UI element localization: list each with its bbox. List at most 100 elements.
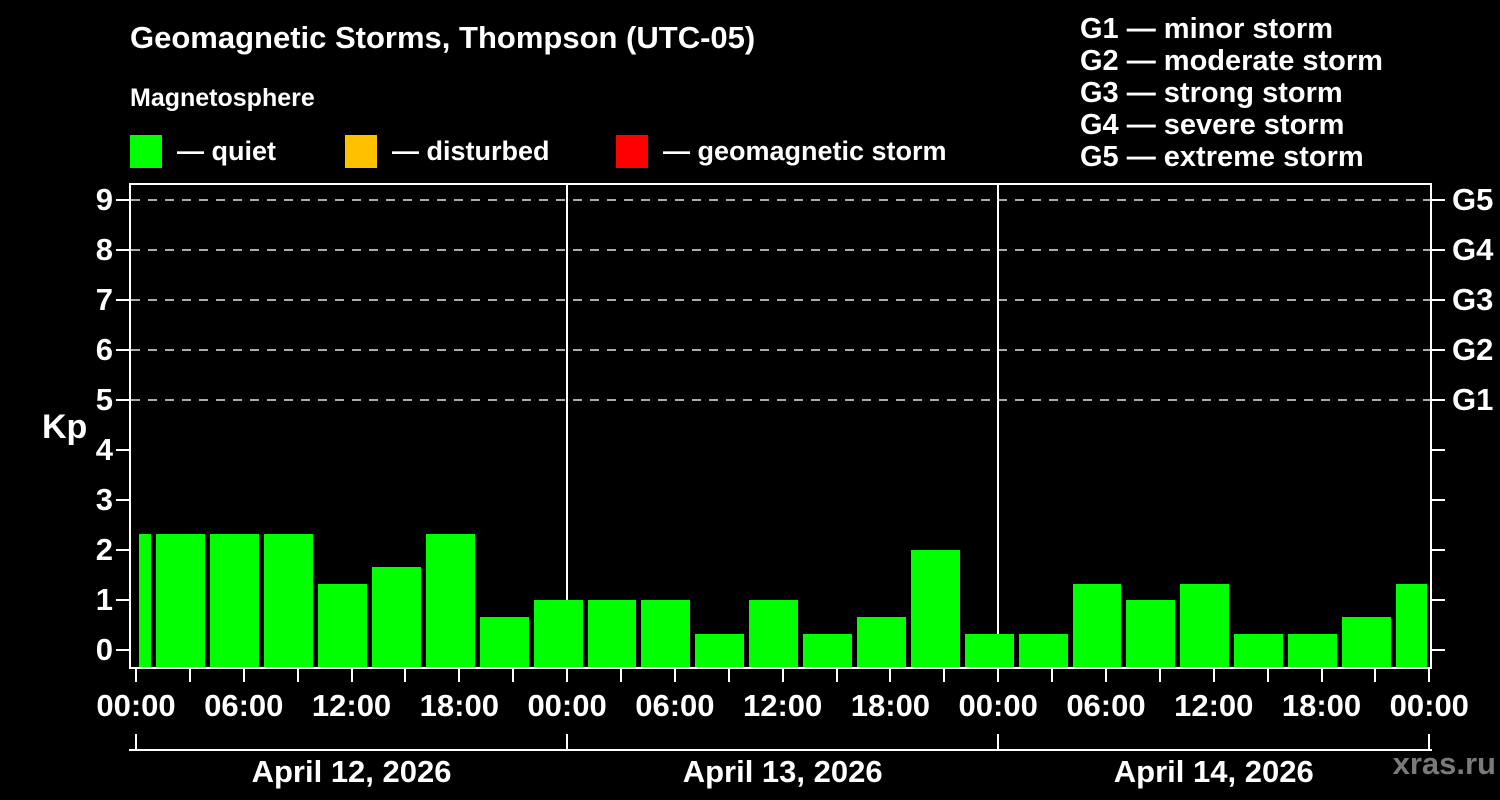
date-bracket-tick (566, 734, 569, 749)
time-label: 12:00 (1174, 688, 1254, 723)
kp-bar (533, 600, 583, 667)
x-axis-tick (458, 669, 461, 682)
kp-bar (803, 633, 852, 667)
x-axis-tick (1212, 669, 1215, 682)
grid-line (131, 199, 1430, 201)
quiet-swatch-icon (130, 134, 162, 168)
kp-bar (964, 633, 1014, 667)
kp-bar (695, 633, 745, 667)
time-label: 00:00 (958, 688, 1038, 723)
x-axis-tick (135, 669, 137, 682)
date-label: April 12, 2026 (251, 754, 452, 789)
x-axis-tick (1266, 669, 1269, 682)
y-axis-tick (116, 499, 129, 501)
x-axis-tick (943, 669, 946, 682)
date-label: April 13, 2026 (682, 754, 883, 789)
y-axis-tick-label: 1 (95, 582, 113, 617)
x-axis-tick (889, 669, 892, 682)
g1-legend-line: G1 — minor storm (1080, 13, 1333, 45)
y-axis-tick (116, 199, 129, 201)
date-bracket (129, 749, 1432, 751)
kp-bar (1395, 583, 1427, 667)
day-separator-line (997, 185, 1000, 667)
x-axis-tick (350, 669, 353, 682)
x-axis-tick (727, 669, 730, 682)
kp-bar (1018, 633, 1068, 667)
time-label: 18:00 (850, 688, 931, 723)
y-axis-tick (116, 399, 129, 401)
legend-item-quiet: — quiet (130, 134, 276, 168)
x-axis-tick (404, 669, 407, 682)
right-axis-tick (1432, 249, 1445, 251)
kp-bar (1234, 633, 1284, 667)
g2-legend-line: G2 — moderate storm (1080, 45, 1383, 77)
time-label: 00:00 (96, 688, 176, 723)
y-axis-tick (116, 249, 129, 251)
kp-bar (1072, 583, 1122, 667)
kp-bar (641, 600, 691, 667)
watermark: xras.ru (1392, 746, 1496, 781)
y-axis-tick (116, 549, 129, 551)
kp-bar (910, 550, 960, 667)
legend-label-storm: — geomagnetic storm (663, 135, 947, 166)
grid-line (131, 349, 1430, 351)
right-axis-tick (1432, 449, 1445, 451)
right-axis-tick (1432, 599, 1445, 601)
time-label: 00:00 (527, 688, 607, 723)
time-label: 12:00 (742, 688, 823, 723)
g-level-label: G3 (1452, 282, 1494, 317)
grid-line (131, 399, 1430, 401)
kp-bar (425, 533, 475, 667)
time-label: 06:00 (635, 688, 715, 723)
date-bracket-tick (997, 734, 1000, 749)
legend-label-quiet: — quiet (177, 135, 276, 166)
kp-bar (1288, 633, 1337, 667)
kp-bar (318, 583, 367, 667)
y-axis-tick (116, 349, 129, 351)
y-axis-title: Kp (42, 408, 88, 446)
kp-bar (857, 616, 906, 667)
time-label: 00:00 (1389, 688, 1469, 723)
y-axis-tick-label: 2 (95, 532, 113, 567)
x-axis-tick (566, 669, 569, 682)
date-bracket-tick (135, 734, 137, 749)
g4-legend-line: G4 — severe storm (1080, 109, 1345, 141)
legend-item-storm: — geomagnetic storm (616, 134, 947, 168)
g-level-label: G2 (1452, 332, 1494, 367)
kp-bar (1126, 600, 1176, 667)
g5-legend-line: G5 — extreme storm (1080, 141, 1364, 173)
legend-item-disturbed: — disturbed (345, 134, 550, 168)
x-axis-tick (1158, 669, 1161, 682)
x-axis-tick (1051, 669, 1054, 682)
x-axis-tick (673, 669, 676, 682)
date-label: April 14, 2026 (1113, 754, 1314, 789)
x-axis-tick (1320, 669, 1323, 682)
x-axis-tick (296, 669, 299, 682)
legend-label-disturbed: — disturbed (392, 135, 550, 166)
y-axis-tick-label: 7 (95, 282, 113, 317)
x-axis-tick (1428, 669, 1431, 682)
grid-line (131, 249, 1430, 251)
plot-area (129, 183, 1432, 669)
kp-bar (1180, 583, 1230, 667)
kp-bar (372, 566, 421, 667)
g-level-label: G5 (1452, 182, 1494, 217)
right-axis-tick (1432, 499, 1445, 501)
x-axis-tick (242, 669, 245, 682)
kp-bar (210, 533, 260, 667)
y-axis-tick (116, 599, 129, 601)
kp-bar (264, 533, 314, 667)
x-axis-tick (1104, 669, 1107, 682)
x-axis-tick (835, 669, 838, 682)
y-axis-tick (116, 649, 129, 651)
y-axis-tick (116, 449, 129, 451)
right-axis-tick (1432, 299, 1445, 301)
page-title: Geomagnetic Storms, Thompson (UTC-05) (130, 20, 756, 55)
grid-line (131, 299, 1430, 301)
time-label: 12:00 (311, 688, 392, 723)
y-axis-tick-label: 3 (95, 482, 113, 517)
disturbed-swatch-icon (345, 134, 377, 168)
kp-bar (587, 600, 637, 667)
right-axis-tick (1432, 199, 1445, 201)
